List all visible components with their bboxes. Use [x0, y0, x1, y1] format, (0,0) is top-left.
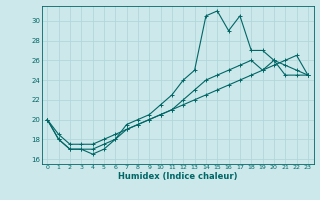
X-axis label: Humidex (Indice chaleur): Humidex (Indice chaleur) [118, 172, 237, 181]
